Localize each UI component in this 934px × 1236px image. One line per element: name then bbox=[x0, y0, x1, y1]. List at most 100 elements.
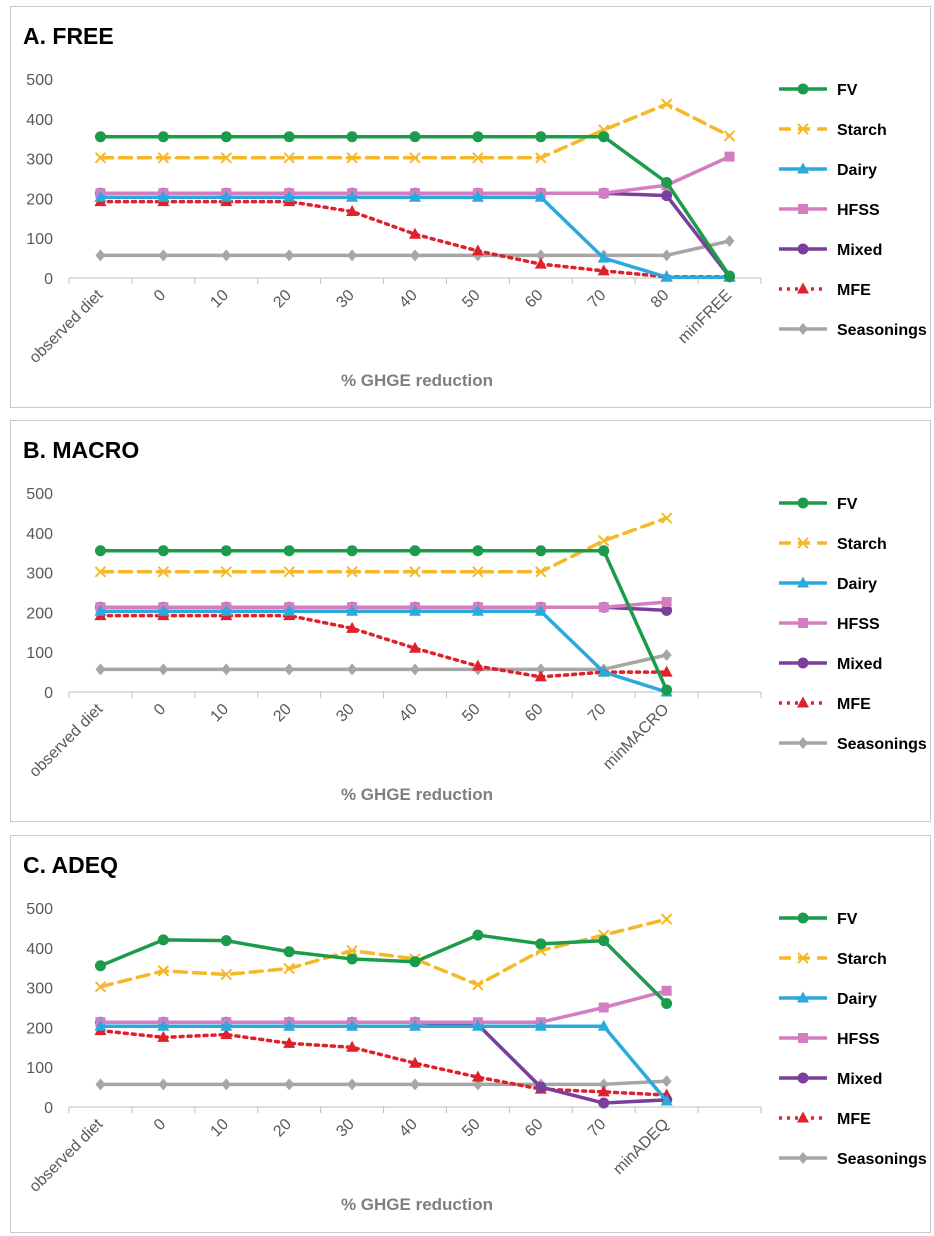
legend-item-dairy: Dairy bbox=[779, 991, 877, 1008]
series-line-fv bbox=[100, 935, 666, 1003]
series-dairy bbox=[94, 605, 672, 697]
chart-panel-adeq: C. ADEQ 0 100 200 300 400 500 observed diet 0 10… bbox=[10, 835, 931, 1233]
legend-label-fv: FV bbox=[837, 496, 858, 513]
legend-item-fv: FV bbox=[779, 496, 858, 513]
x-tick-label: 70 bbox=[585, 287, 610, 312]
data-point-hfss bbox=[725, 152, 735, 162]
series-seasonings bbox=[95, 1075, 671, 1090]
legend-marker-fv bbox=[798, 913, 809, 924]
legend-item-mixed: Mixed bbox=[779, 242, 882, 259]
series-line-dairy bbox=[100, 611, 666, 692]
data-point-fv bbox=[158, 934, 169, 945]
legend-label-dairy: Dairy bbox=[837, 991, 877, 1008]
legend-label-seasonings: Seasonings bbox=[837, 736, 927, 753]
x-tick-label: minADEQ bbox=[610, 1116, 672, 1178]
data-point-fv bbox=[158, 545, 169, 556]
x-tick-label: 60 bbox=[522, 1116, 547, 1141]
legend-label-mixed: Mixed bbox=[837, 656, 882, 673]
legend-item-seasonings: Seasonings bbox=[779, 736, 927, 753]
series-seasonings bbox=[95, 235, 734, 261]
data-point-fv bbox=[535, 131, 546, 142]
x-tick-label: 40 bbox=[396, 287, 421, 312]
y-tick-label: 100 bbox=[26, 645, 53, 662]
data-point-starch bbox=[662, 914, 672, 924]
series-hfss bbox=[95, 986, 671, 1027]
x-tick-label: 70 bbox=[585, 701, 610, 726]
data-point-fv bbox=[472, 545, 483, 556]
data-point-fv bbox=[347, 953, 358, 964]
x-tick-label: 40 bbox=[396, 701, 421, 726]
data-point-fv bbox=[284, 545, 295, 556]
y-axis: 0100200300400500 bbox=[26, 486, 53, 702]
legend-label-seasonings: Seasonings bbox=[837, 1151, 927, 1168]
series-line-seasonings bbox=[100, 655, 666, 669]
legend-label-mfe: MFE bbox=[837, 1111, 871, 1128]
legend-marker-seasonings bbox=[798, 323, 808, 335]
chart-adeq: 0100200300400500observed diet 0 10 20 30 40 50… bbox=[11, 836, 932, 1234]
y-tick-label: 500 bbox=[26, 486, 53, 503]
x-axis: observed diet 0 10 20 30 40 50 60 70minMACRO bbox=[26, 692, 761, 781]
series-line-mfe bbox=[100, 202, 729, 277]
data-point-seasonings bbox=[284, 1078, 294, 1090]
data-point-fv bbox=[284, 131, 295, 142]
data-point-fv bbox=[221, 131, 232, 142]
x-tick-label: 50 bbox=[459, 1116, 484, 1141]
chart-panel-macro: B. MACRO 0 100 200 300 400 500 observed diet 0 1… bbox=[10, 420, 931, 822]
y-tick-label: 200 bbox=[26, 1020, 53, 1037]
x-tick-label: observed diet bbox=[26, 286, 106, 366]
y-tick-label: 300 bbox=[26, 566, 53, 583]
series-line-seasonings bbox=[100, 1081, 666, 1084]
data-point-mixed bbox=[661, 190, 672, 201]
legend-item-starch: Starch bbox=[779, 536, 887, 553]
data-point-fv bbox=[472, 131, 483, 142]
data-point-fv bbox=[221, 545, 232, 556]
legend-label-hfss: HFSS bbox=[837, 616, 880, 633]
x-axis: observed diet 0 10 20 30 40 50 60 70 80 minFREE bbox=[26, 278, 761, 367]
data-point-seasonings bbox=[95, 1078, 105, 1090]
series-starch bbox=[95, 914, 671, 992]
x-tick-label: 10 bbox=[207, 1116, 232, 1141]
data-point-fv bbox=[410, 956, 421, 967]
data-point-fv bbox=[661, 685, 672, 696]
y-tick-label: 500 bbox=[26, 72, 53, 89]
x-tick-label: 30 bbox=[333, 1116, 358, 1141]
series-line-starch bbox=[100, 104, 729, 158]
y-tick-label: 200 bbox=[26, 605, 53, 622]
x-tick-label: 60 bbox=[522, 287, 547, 312]
series-starch bbox=[95, 513, 671, 577]
legend-item-hfss: HFSS bbox=[779, 202, 880, 219]
x-tick-label: 80 bbox=[648, 287, 673, 312]
y-tick-label: 100 bbox=[26, 231, 53, 248]
data-point-hfss bbox=[599, 1003, 609, 1013]
legend-item-seasonings: Seasonings bbox=[779, 1151, 927, 1168]
data-point-seasonings bbox=[410, 663, 420, 675]
legend-item-hfss: HFSS bbox=[779, 1031, 880, 1048]
chart-macro: 0100200300400500observed diet 0 10 20 30 40 50… bbox=[11, 421, 932, 823]
x-axis-title: % GHGE reduction bbox=[341, 371, 493, 390]
legend-label-starch: Starch bbox=[837, 122, 887, 139]
legend-label-fv: FV bbox=[837, 82, 858, 99]
data-point-seasonings bbox=[347, 663, 357, 675]
series-line-starch bbox=[100, 919, 666, 987]
y-tick-label: 300 bbox=[26, 152, 53, 169]
legend-item-mfe: MFE bbox=[779, 282, 871, 299]
legend: FV Starch Dairy HFSS Mixed MFE Seasonings bbox=[779, 911, 927, 1168]
legend-label-mixed: Mixed bbox=[837, 1071, 882, 1088]
legend-label-mfe: MFE bbox=[837, 696, 871, 713]
legend-item-mixed: Mixed bbox=[779, 1071, 882, 1088]
y-tick-label: 400 bbox=[26, 526, 53, 543]
legend-item-mfe: MFE bbox=[779, 696, 871, 713]
legend-label-mfe: MFE bbox=[837, 282, 871, 299]
x-tick-label: 10 bbox=[207, 701, 232, 726]
data-point-fv bbox=[347, 545, 358, 556]
x-tick-label: observed diet bbox=[26, 1115, 106, 1195]
data-point-fv bbox=[95, 545, 106, 556]
data-point-hfss bbox=[662, 986, 672, 996]
x-tick-label: 30 bbox=[333, 701, 358, 726]
x-tick-label: 70 bbox=[585, 1116, 610, 1141]
y-axis: 0100200300400500 bbox=[26, 72, 53, 288]
data-point-fv bbox=[598, 545, 609, 556]
data-point-fv bbox=[95, 131, 106, 142]
legend-item-fv: FV bbox=[779, 911, 858, 928]
series-fv bbox=[95, 930, 672, 1009]
